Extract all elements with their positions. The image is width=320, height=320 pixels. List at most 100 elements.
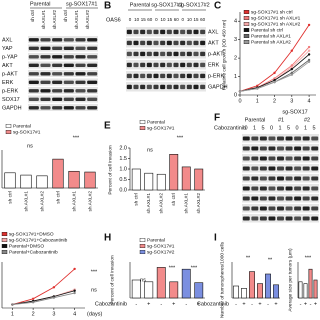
y-tick-label: 0: [234, 92, 237, 98]
annotation: ***: [91, 269, 98, 275]
blot-band: [160, 84, 166, 90]
blot-band: [311, 186, 319, 191]
x-tick-label: -: [267, 301, 269, 307]
blot-band: [75, 106, 86, 110]
blot-band: [75, 38, 86, 42]
bar: [194, 168, 204, 191]
blot-band: [200, 73, 206, 79]
blot-band: [146, 62, 152, 68]
blot-band: [294, 166, 302, 171]
blot-band: [277, 196, 284, 201]
blot-band: [294, 186, 302, 191]
group-label: #2: [304, 117, 310, 123]
blot-band: [180, 29, 186, 35]
blot-band: [285, 156, 293, 161]
blot-band: [40, 72, 51, 76]
blot-band: [52, 55, 63, 59]
bar: [4, 172, 16, 189]
bar: [298, 281, 303, 299]
x-tick-label: 4: [308, 98, 311, 104]
blot-strip: [126, 60, 206, 70]
blot-band: [126, 62, 132, 68]
blot-band: [40, 97, 51, 102]
legend-label: Parental sh ctrl: [251, 27, 283, 33]
point: [73, 289, 76, 292]
panel-letter: C: [214, 1, 221, 12]
row-label: p-AKT: [2, 71, 18, 77]
group-label: Parental: [30, 1, 51, 7]
blot-band: [146, 40, 152, 46]
legend-swatch: [243, 40, 250, 45]
time-label: 15: [193, 17, 199, 22]
panel-letter: E: [104, 121, 111, 132]
blot-band: [186, 84, 192, 90]
group-label: Parental: [245, 117, 266, 123]
blot-band: [52, 106, 63, 110]
blot-band: [153, 51, 159, 57]
annotation: ns: [91, 287, 97, 293]
point: [290, 73, 294, 76]
legend-swatch: [139, 237, 146, 242]
x-tick-label: sh ctrl: [7, 191, 13, 204]
bar: [313, 279, 318, 299]
blot-band: [193, 51, 199, 57]
point: [273, 80, 276, 84]
x-tick-label: sh AXL#2: [87, 191, 93, 212]
point: [273, 77, 276, 80]
bar: [169, 154, 179, 191]
time-label: 5: [261, 125, 264, 131]
blot-band: [268, 186, 276, 191]
bar: [131, 168, 141, 191]
blot-band: [242, 196, 250, 201]
blot-band: [186, 73, 192, 79]
blot-band: [285, 146, 293, 151]
blot-band: [87, 63, 98, 68]
y-tick-label: 0.0: [119, 187, 127, 193]
x-tick-label: 2: [273, 98, 276, 104]
blot-band: [200, 62, 206, 68]
blot-band: [40, 106, 51, 110]
blot-band: [193, 29, 199, 35]
panel-letter: B: [104, 1, 111, 12]
blot-band: [242, 166, 250, 171]
x-tick-label: sh AXL#1: [71, 191, 77, 212]
blot-band: [28, 72, 39, 76]
blot-band: [133, 51, 139, 57]
bar: [131, 279, 141, 299]
blot-band: [63, 106, 74, 110]
lane-label: sh AXL#2: [52, 10, 57, 30]
blot-band: [302, 186, 310, 191]
blot-band: [28, 80, 39, 85]
blot-band: [200, 29, 206, 35]
blot-band: [160, 73, 166, 79]
blot-band: [166, 62, 172, 68]
row-label: Cabozantinib: [197, 301, 229, 307]
time-label: 60: [174, 17, 180, 22]
blot-band: [268, 146, 276, 151]
blot-band: [259, 156, 267, 161]
blot-band: [166, 84, 172, 90]
blot-band: [193, 40, 199, 46]
blot-band: [87, 97, 98, 102]
time-label: 0: [155, 17, 158, 22]
blot-band: [186, 40, 192, 46]
blot-band: [242, 216, 250, 221]
point: [73, 267, 76, 271]
bar: [20, 174, 32, 189]
x-tick-label: sh AXL#2: [196, 193, 202, 214]
legend-swatch: [243, 22, 250, 27]
blot-band: [140, 51, 146, 57]
blot-band: [28, 46, 39, 51]
blot-band: [40, 63, 51, 68]
blot-band: [173, 62, 179, 68]
blot-band: [311, 206, 319, 211]
lane-label: sh AXL#1: [74, 10, 79, 30]
point: [290, 71, 294, 75]
blot-strip: [28, 95, 98, 103]
blot-band: [277, 216, 284, 221]
bar: [36, 175, 48, 189]
blot-band: [311, 156, 319, 161]
x-tick-label: sh AXL#1: [23, 191, 29, 212]
blot-band: [200, 51, 206, 57]
blot-strip: [28, 61, 98, 69]
